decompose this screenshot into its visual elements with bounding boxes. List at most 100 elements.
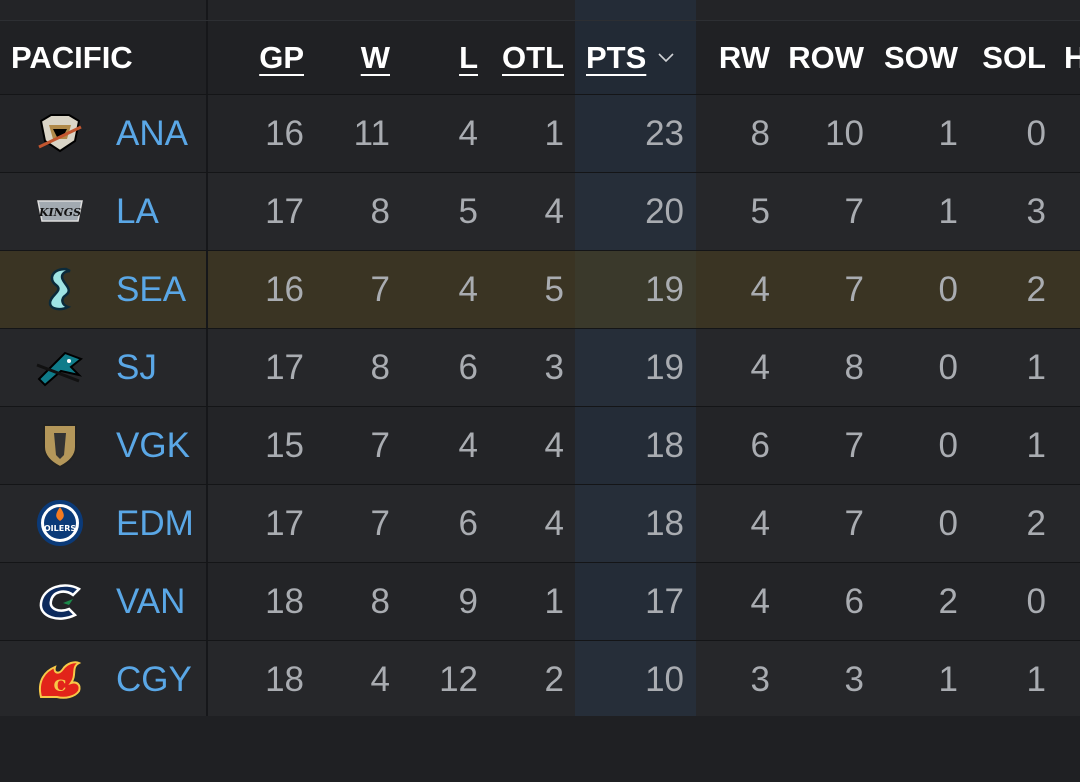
col-header-extra[interactable]: H	[1064, 39, 1080, 75]
cell-otl: 4	[544, 425, 564, 465]
cell-sol: 1	[1026, 659, 1046, 699]
cell-otl: 4	[544, 503, 564, 543]
table-row[interactable]: VGK 15 7 4 4 18 6 7 0 1	[0, 407, 1080, 485]
empty-area	[0, 716, 1080, 782]
svg-text:KINGS: KINGS	[38, 206, 81, 219]
sharks-logo-icon	[34, 341, 86, 393]
col-header-pts-label: PTS	[586, 39, 647, 75]
standings-table: PACIFIC GP W L OTL PTS RW ROW SOW SOL H …	[0, 0, 1080, 719]
cell-sol: 3	[1026, 191, 1046, 231]
cell-gp: 17	[265, 503, 304, 543]
cell-rw: 4	[750, 347, 770, 387]
cell-row: 3	[844, 659, 864, 699]
cell-sow: 0	[938, 269, 958, 309]
cell-otl: 5	[544, 269, 564, 309]
cell-sow: 0	[938, 425, 958, 465]
cell-gp: 15	[265, 425, 304, 465]
cell-pts: 18	[645, 503, 684, 543]
cell-rw: 5	[750, 191, 770, 231]
svg-text:C: C	[54, 676, 67, 695]
cell-rw: 4	[750, 581, 770, 621]
team-link[interactable]: SJ	[116, 347, 157, 387]
cell-otl: 3	[544, 347, 564, 387]
cell-w: 8	[370, 347, 390, 387]
cell-rw: 4	[750, 269, 770, 309]
team-link[interactable]: SEA	[116, 269, 187, 309]
cell-sol: 2	[1026, 503, 1046, 543]
team-link[interactable]: VGK	[116, 425, 190, 465]
cell-l: 5	[458, 191, 478, 231]
cell-sow: 1	[938, 191, 958, 231]
cell-rw: 3	[750, 659, 770, 699]
oilers-logo-icon: OILERS	[34, 497, 86, 549]
table-row[interactable]: OILERS EDM 17 7 6 4 18 4 7 0 2	[0, 485, 1080, 563]
cell-w: 7	[370, 425, 390, 465]
cell-otl: 4	[544, 191, 564, 231]
team-link[interactable]: CGY	[116, 659, 192, 699]
col-header-sow[interactable]: SOW	[883, 39, 958, 75]
top-strip	[0, 0, 1080, 21]
team-link[interactable]: ANA	[116, 113, 188, 153]
table-row[interactable]: KINGS LA 17 8 5 4 20 5 7 1 3	[0, 173, 1080, 251]
cell-otl: 2	[544, 659, 564, 699]
chevron-down-icon	[658, 46, 674, 69]
cell-l: 6	[458, 503, 478, 543]
col-header-w[interactable]: W	[360, 39, 390, 75]
team-link[interactable]: LA	[116, 191, 159, 231]
cell-l: 4	[458, 425, 478, 465]
cell-pts: 19	[645, 269, 684, 309]
cell-sol: 1	[1026, 425, 1046, 465]
division-title: PACIFIC	[11, 39, 133, 75]
cell-row: 7	[844, 503, 864, 543]
cell-sow: 1	[938, 113, 958, 153]
cell-l: 12	[439, 659, 478, 699]
cell-w: 11	[353, 113, 390, 153]
col-header-rw[interactable]: RW	[718, 39, 770, 75]
table-row[interactable]: SEA 16 7 4 5 19 4 7 0 2	[0, 251, 1080, 329]
cell-row: 7	[844, 191, 864, 231]
cell-otl: 1	[544, 581, 564, 621]
cell-row: 10	[825, 113, 864, 153]
col-header-pts[interactable]: PTS	[586, 21, 696, 94]
col-header-gp[interactable]: GP	[259, 39, 304, 75]
cell-w: 4	[370, 659, 390, 699]
cell-sol: 0	[1026, 113, 1046, 153]
cell-sol: 0	[1026, 581, 1046, 621]
cell-gp: 16	[265, 269, 304, 309]
golden-knights-logo-icon	[34, 419, 86, 471]
table-row[interactable]: ANA 16 11 4 1 23 8 10 1 0	[0, 95, 1080, 173]
col-header-row[interactable]: ROW	[788, 39, 864, 75]
cell-sol: 2	[1026, 269, 1046, 309]
canucks-logo-icon	[34, 575, 86, 627]
team-link[interactable]: EDM	[116, 503, 194, 543]
cell-sol: 1	[1026, 347, 1046, 387]
table-row[interactable]: C CGY 18 4 12 2 10 3 3 1 1	[0, 641, 1080, 719]
cell-rw: 8	[750, 113, 770, 153]
col-header-otl[interactable]: OTL	[502, 39, 564, 75]
cell-pts: 23	[645, 113, 684, 153]
cell-pts: 20	[645, 191, 684, 231]
cell-w: 8	[370, 581, 390, 621]
cell-l: 4	[458, 269, 478, 309]
cell-pts: 18	[645, 425, 684, 465]
col-header-sol[interactable]: SOL	[982, 39, 1046, 75]
table-row[interactable]: SJ 17 8 6 3 19 4 8 0 1	[0, 329, 1080, 407]
flames-logo-icon: C	[34, 653, 86, 705]
kings-logo-icon: KINGS	[34, 185, 86, 237]
cell-l: 9	[458, 581, 478, 621]
kraken-logo-icon	[34, 263, 86, 315]
cell-gp: 17	[265, 347, 304, 387]
cell-gp: 16	[265, 113, 304, 153]
header-row: PACIFIC GP W L OTL PTS RW ROW SOW SOL H	[0, 21, 1080, 95]
cell-w: 7	[370, 269, 390, 309]
cell-gp: 17	[265, 191, 304, 231]
table-row[interactable]: VAN 18 8 9 1 17 4 6 2 0	[0, 563, 1080, 641]
cell-sow: 0	[938, 503, 958, 543]
cell-row: 6	[844, 581, 864, 621]
team-link[interactable]: VAN	[116, 581, 186, 621]
cell-gp: 18	[265, 581, 304, 621]
cell-pts: 19	[645, 347, 684, 387]
col-header-l[interactable]: L	[459, 39, 478, 75]
cell-rw: 4	[750, 503, 770, 543]
cell-row: 7	[844, 425, 864, 465]
